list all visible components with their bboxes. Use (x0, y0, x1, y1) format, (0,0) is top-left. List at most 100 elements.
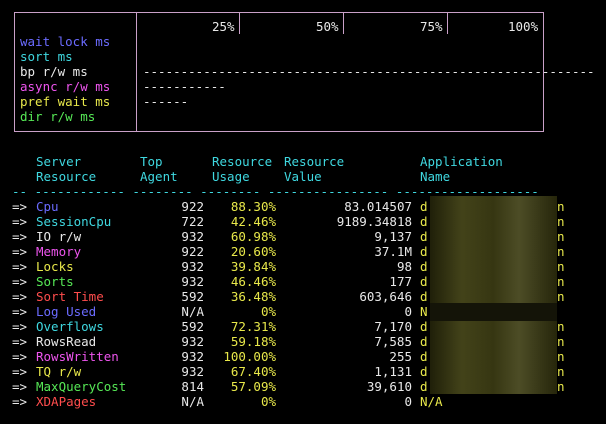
resource-usage: 0% (260, 394, 276, 409)
row-arrow: => (12, 229, 28, 244)
row-arrow: => (12, 394, 28, 409)
header-value-2: Value (284, 169, 322, 184)
header-app-2: Name (420, 169, 451, 184)
resource-usage: 57.09% (230, 379, 276, 394)
header-value-1: Resource (284, 154, 345, 169)
row-arrow: => (12, 259, 28, 274)
resource-value: 37.1M (374, 244, 412, 259)
row-arrow: => (12, 214, 28, 229)
gauge-divider (136, 12, 137, 132)
row-arrow: => (12, 349, 28, 364)
scale-tick-75 (447, 12, 448, 34)
scale-tick-50 (343, 12, 344, 34)
resource-value: 0 (404, 394, 412, 409)
row-arrow: => (12, 304, 28, 319)
top-agent: 932 (181, 229, 204, 244)
application-name-end: n (557, 214, 565, 229)
row-arrow: => (12, 334, 28, 349)
scale-label-100: 100% (508, 19, 539, 34)
application-name-end: n (557, 364, 565, 379)
application-name-start: d (420, 274, 428, 289)
resource-name: RowsRead (36, 334, 97, 349)
resource-name: XDAPages (36, 394, 97, 409)
resource-value: 255 (389, 349, 412, 364)
resource-value: 83.014507 (344, 199, 412, 214)
metric-label-sort: sort ms (20, 49, 73, 64)
resource-name: SessionCpu (36, 214, 112, 229)
redacted-region (430, 196, 557, 394)
header-separator: -- ------------ -------- -------- ------… (12, 184, 539, 199)
table-row: => Locks 932 39.84% 98 d n (0, 259, 606, 274)
resource-usage: 39.84% (230, 259, 276, 274)
resource-usage: 67.40% (230, 364, 276, 379)
metric-label-async-rw: async r/w ms (20, 79, 111, 94)
metric-label-pref-wait: pref wait ms (20, 94, 111, 109)
resource-usage: 46.46% (230, 274, 276, 289)
application-name-end: n (557, 349, 565, 364)
header-agent-1: Top (140, 154, 163, 169)
redacted-region-dark (430, 303, 557, 321)
application-name-start: d (420, 259, 428, 274)
table-row: => Memory 922 20.60% 37.1M d n (0, 244, 606, 259)
top-agent: 932 (181, 334, 204, 349)
application-name-end: n (557, 334, 565, 349)
resource-name: IO r/w (36, 229, 82, 244)
top-agent: 932 (181, 349, 204, 364)
application-name-start: d (420, 349, 428, 364)
row-arrow: => (12, 244, 28, 259)
resource-name: Locks (36, 259, 74, 274)
table-row: => Overflows 592 72.31% 7,170 d n (0, 319, 606, 334)
metric-label-dir-rw: dir r/w ms (20, 109, 96, 124)
resource-value: 98 (396, 259, 412, 274)
resource-value: 7,170 (374, 319, 412, 334)
table-row: => MaxQueryCost 814 57.09% 39,610 d n (0, 379, 606, 394)
application-name-end: n (557, 259, 565, 274)
scale-label-75: 75% (420, 19, 443, 34)
application-name-start: d (420, 334, 428, 349)
table-row: => RowsWritten 932 100.00% 255 d n (0, 349, 606, 364)
metric-bar-pref-wait: ------ (143, 94, 189, 109)
resource-usage: 0% (260, 304, 276, 319)
resource-usage: 88.30% (230, 199, 276, 214)
table-row: => TQ r/w 932 67.40% 1,131 d n (0, 364, 606, 379)
resource-name: Sorts (36, 274, 74, 289)
top-agent: 932 (181, 274, 204, 289)
metric-bar-async-rw: ----------- (143, 79, 226, 94)
resource-name: Cpu (36, 199, 59, 214)
row-arrow: => (12, 364, 28, 379)
resource-name: TQ r/w (36, 364, 82, 379)
resource-usage: 42.46% (230, 214, 276, 229)
scale-label-25: 25% (212, 19, 235, 34)
resource-value: 1,131 (374, 364, 412, 379)
metric-label-wait-lock: wait lock ms (20, 34, 111, 49)
application-name-start: d (420, 214, 428, 229)
application-name-start: N (420, 304, 428, 319)
resource-usage: 20.60% (230, 244, 276, 259)
top-agent: 922 (181, 199, 204, 214)
resource-usage: 59.18% (230, 334, 276, 349)
gauge-panel (14, 12, 544, 132)
application-name-start: d (420, 379, 428, 394)
table-row: => SessionCpu 722 42.46% 9189.34818 d n (0, 214, 606, 229)
table-row: => Sort Time 592 36.48% 603,646 d n (0, 289, 606, 304)
metric-label-bp-rw: bp r/w ms (20, 64, 88, 79)
top-agent: 814 (181, 379, 204, 394)
resource-value: 7,585 (374, 334, 412, 349)
row-arrow: => (12, 319, 28, 334)
resource-name: Log Used (36, 304, 97, 319)
application-name-start: d (420, 229, 428, 244)
header-resource-1: Server (36, 154, 82, 169)
application-name-start: d (420, 289, 428, 304)
header-usage-2: Usage (212, 169, 250, 184)
resource-usage: 60.98% (230, 229, 276, 244)
header-app-1: Application (420, 154, 503, 169)
resource-value: 603,646 (359, 289, 412, 304)
application-name-start: N/A (420, 394, 443, 409)
table-row: => Sorts 932 46.46% 177 d n (0, 274, 606, 289)
resource-usage: 72.31% (230, 319, 276, 334)
table-row: => IO r/w 932 60.98% 9,137 d n (0, 229, 606, 244)
application-name-start: d (420, 199, 428, 214)
resource-name: Sort Time (36, 289, 104, 304)
table-row: => RowsRead 932 59.18% 7,585 d n (0, 334, 606, 349)
application-name-end: n (557, 244, 565, 259)
